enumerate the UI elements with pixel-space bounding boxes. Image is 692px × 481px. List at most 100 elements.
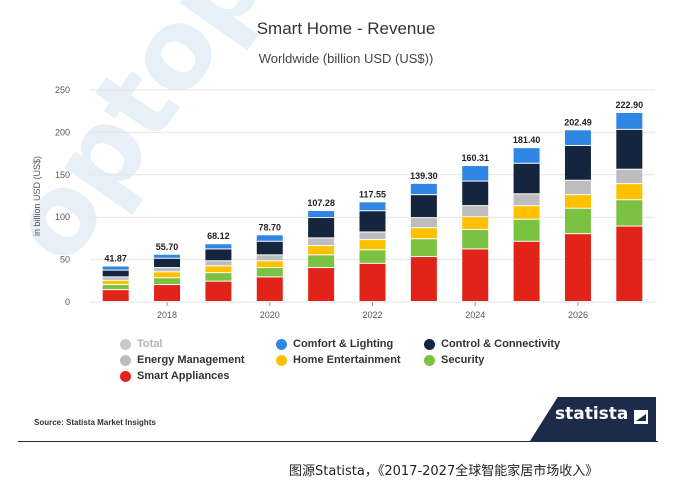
bar-segment [564, 180, 591, 195]
bar-segment [256, 268, 283, 277]
y-axis-label: in billion USD (US$) [32, 156, 42, 236]
bar-segment [513, 163, 540, 194]
legend-label: Security [441, 354, 485, 366]
legend-label: Smart Appliances [137, 370, 230, 382]
legend-label: Total [137, 338, 163, 350]
bar-segment [410, 218, 437, 228]
bar-segment [154, 278, 181, 285]
source-note: Source: Statista Market Insights [34, 418, 156, 427]
bar-segment [256, 241, 283, 255]
legend-swatch [424, 338, 435, 350]
bar-segment [102, 280, 129, 285]
legend-label: Control & Connectivity [441, 338, 561, 350]
bar-segment [359, 240, 386, 250]
bar-segment [564, 195, 591, 208]
bar-segment [154, 285, 181, 301]
y-tick-label: 100 [55, 212, 70, 222]
y-tick-label: 250 [55, 85, 70, 95]
x-tick-label: 2026 [568, 310, 588, 320]
bar-segment [410, 239, 437, 257]
bar-segment [513, 219, 540, 241]
total-data-label: 41.87 [104, 253, 127, 263]
bar-segment [616, 129, 643, 169]
x-tick-label: 2020 [260, 310, 280, 320]
legend-label: Energy Management [137, 354, 245, 366]
bar-segment [308, 238, 335, 246]
legend-item[interactable]: Total [120, 338, 162, 350]
legend-item[interactable]: Security [424, 354, 484, 366]
bar-segment [308, 246, 335, 255]
bar-segment [359, 211, 386, 232]
bar-segment [513, 241, 540, 301]
bar-segment [256, 235, 283, 241]
chart-subtitle: Worldwide (billion USD (US$)) [258, 51, 434, 66]
y-tick-label: 50 [60, 255, 70, 265]
x-tick-label: 2024 [465, 310, 485, 320]
total-data-label: 107.28 [307, 198, 335, 208]
y-tick-label: 150 [55, 170, 70, 180]
legend-swatch [120, 354, 131, 366]
total-data-label: 117.55 [359, 189, 386, 199]
bar-segment [410, 257, 437, 301]
bar-segment [513, 148, 540, 163]
legend-item[interactable]: Comfort & Lighting [276, 338, 393, 350]
bar-segment [462, 217, 489, 229]
bar-segment [308, 211, 335, 218]
x-tick-label: 2018 [157, 310, 177, 320]
bar-segment [205, 244, 232, 249]
y-tick-label: 200 [55, 127, 70, 137]
legend-item[interactable]: Control & Connectivity [424, 338, 560, 350]
legend-label: Home Entertainment [293, 354, 401, 366]
bar-segment [154, 258, 181, 268]
bar-segment [564, 145, 591, 180]
bar-segment [564, 234, 591, 301]
statista-logo-icon [634, 410, 648, 424]
bar-segment [616, 184, 643, 200]
bar-segment [102, 277, 129, 280]
bar-segment [205, 249, 232, 261]
bar-segment [102, 285, 129, 290]
bar-segment [205, 281, 232, 301]
bar-segment [616, 112, 643, 129]
legend-label: Comfort & Lighting [293, 338, 394, 350]
statista-logo: statista [555, 404, 629, 424]
bar-segment [205, 273, 232, 281]
bar-segment [359, 202, 386, 211]
total-data-label: 78.70 [259, 222, 282, 232]
bar-segment [462, 229, 489, 249]
bar-segment [256, 261, 283, 268]
bar-segment [308, 268, 335, 301]
bar-segment [462, 206, 489, 217]
bar-segment [308, 255, 335, 268]
bar-segment [513, 206, 540, 219]
total-data-label: 68.12 [207, 231, 230, 241]
bar-segment [462, 166, 489, 181]
x-tick-label: 2022 [362, 310, 382, 320]
legend-swatch [276, 338, 287, 350]
bar-segment [359, 263, 386, 301]
bar-segment [102, 266, 129, 270]
legend-item[interactable]: Energy Management [120, 354, 245, 366]
legend-swatch [120, 370, 131, 382]
total-data-label: 160.31 [461, 153, 489, 163]
bar-segment [513, 194, 540, 206]
legend-item[interactable]: Smart Appliances [120, 370, 230, 382]
bar-segment [410, 183, 437, 195]
total-data-label: 55.70 [156, 242, 179, 252]
bar-segment [410, 228, 437, 239]
bar-segment [616, 169, 643, 184]
bar-segment [308, 218, 335, 238]
bar-segment [154, 268, 181, 272]
legend-item[interactable]: Home Entertainment [276, 354, 401, 366]
bar-segment [102, 270, 129, 277]
bar-segment [102, 290, 129, 301]
total-data-label: 222.90 [616, 100, 644, 110]
bar-segment [410, 195, 437, 218]
bar-segment [359, 250, 386, 263]
bar-segment [462, 181, 489, 206]
legend-swatch [424, 354, 435, 366]
bar-segment [359, 232, 386, 240]
bar-segment [564, 130, 591, 145]
total-data-label: 139.30 [410, 171, 438, 181]
y-tick-label: 0 [65, 297, 70, 307]
